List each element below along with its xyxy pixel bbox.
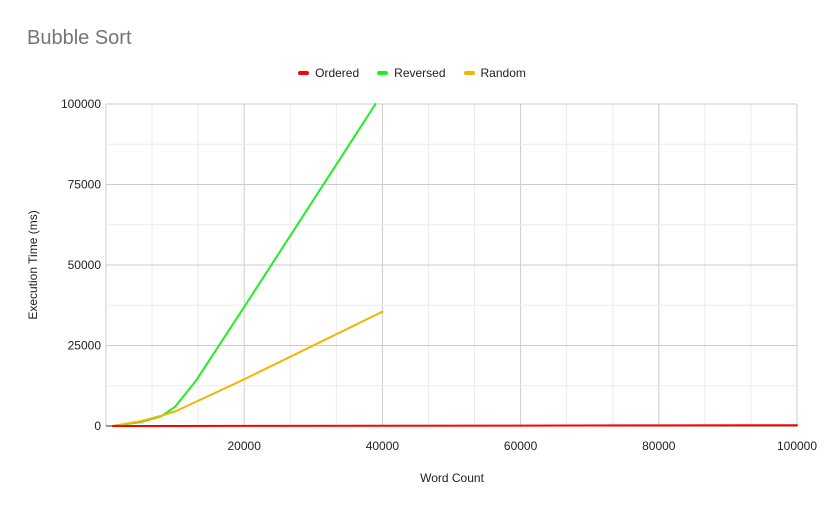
y-tick-label: 25000 [68, 339, 102, 353]
legend-swatch-random [463, 71, 475, 75]
y-tick-label: 100000 [61, 97, 101, 111]
chart-legend: Ordered Reversed Random [0, 66, 824, 80]
legend-label-ordered: Ordered [315, 66, 360, 80]
legend-swatch-ordered [298, 71, 310, 75]
legend-label-reversed: Reversed [394, 66, 446, 80]
y-tick-label: 75000 [68, 178, 102, 192]
legend-item-random: Random [463, 66, 526, 80]
chart-title: Bubble Sort [27, 27, 132, 49]
series-line-random [111, 310, 384, 427]
series-lines [111, 103, 798, 427]
x-tick-label: 20000 [228, 439, 262, 453]
y-tick-label: 0 [94, 419, 101, 433]
x-tick-label: 100000 [777, 439, 817, 453]
x-tick-labels: 20000 40000 60000 80000 100000 [228, 439, 818, 453]
series-line-ordered [111, 424, 798, 427]
x-tick-label: 60000 [504, 439, 538, 453]
legend-swatch-reversed [377, 71, 389, 75]
legend-label-random: Random [480, 66, 526, 80]
y-axis-label: Execution Time (ms) [26, 210, 40, 319]
legend-item-ordered: Ordered [298, 66, 359, 80]
y-tick-label: 50000 [68, 258, 102, 272]
x-tick-label: 40000 [366, 439, 400, 453]
grid-lines [105, 103, 798, 427]
x-axis-label: Word Count [420, 471, 484, 485]
x-tick-label: 80000 [642, 439, 676, 453]
y-tick-labels: 0 25000 50000 75000 100000 [61, 97, 101, 433]
legend-item-reversed: Reversed [377, 66, 446, 80]
